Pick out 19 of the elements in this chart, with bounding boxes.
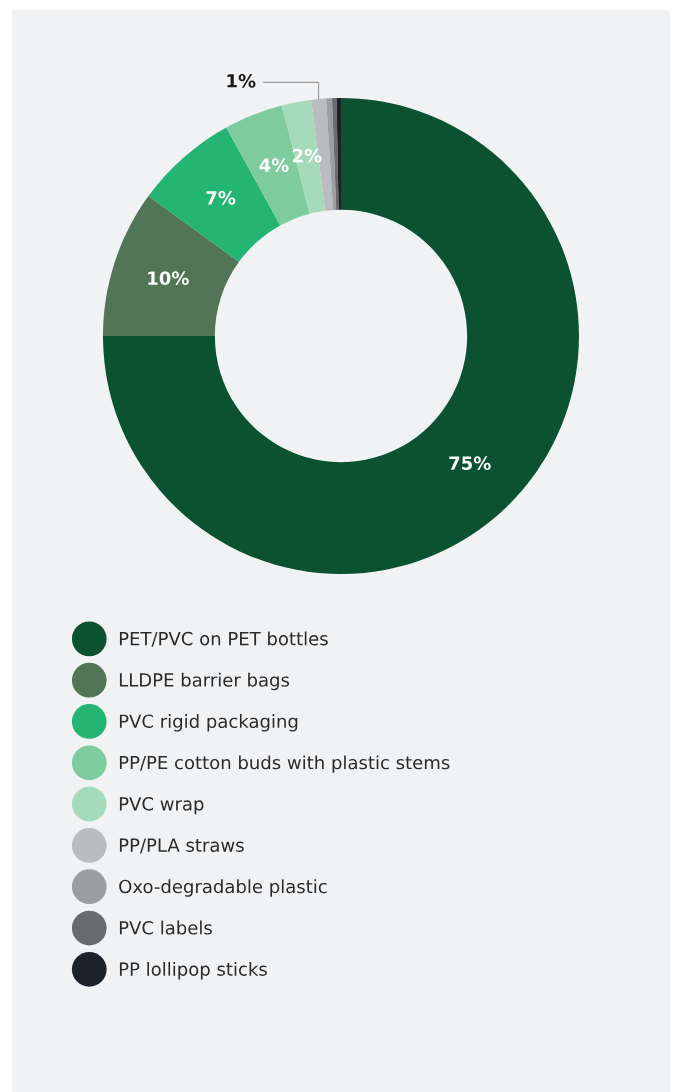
donut-slice: [103, 98, 579, 574]
legend-label: PP/PLA straws: [119, 838, 244, 854]
donut-slice: [332, 98, 339, 210]
legend-label: PP/PE cotton buds with plastic stems: [119, 755, 450, 773]
data-label: 7%: [206, 191, 236, 205]
data-label: 4%: [259, 158, 289, 172]
data-label: 1%: [227, 73, 256, 88]
legend-label: LLDPE barrier bags: [119, 672, 290, 691]
data-label: 75%: [449, 456, 491, 470]
data-label: 2%: [292, 148, 322, 163]
legend-label: Oxo-degradable plastic: [119, 879, 327, 897]
data-label: 10%: [148, 271, 189, 285]
legend-label: PP lollipop sticks: [119, 961, 267, 980]
legend-label: PVC labels: [119, 920, 212, 935]
donut-slice: [326, 98, 337, 211]
donut-slice: [336, 98, 341, 210]
legend-label: PET/PVC on PET bottles: [119, 631, 328, 647]
legend-label: PVC wrap: [119, 797, 204, 815]
legend-label: PVC rigid packaging: [119, 714, 298, 732]
